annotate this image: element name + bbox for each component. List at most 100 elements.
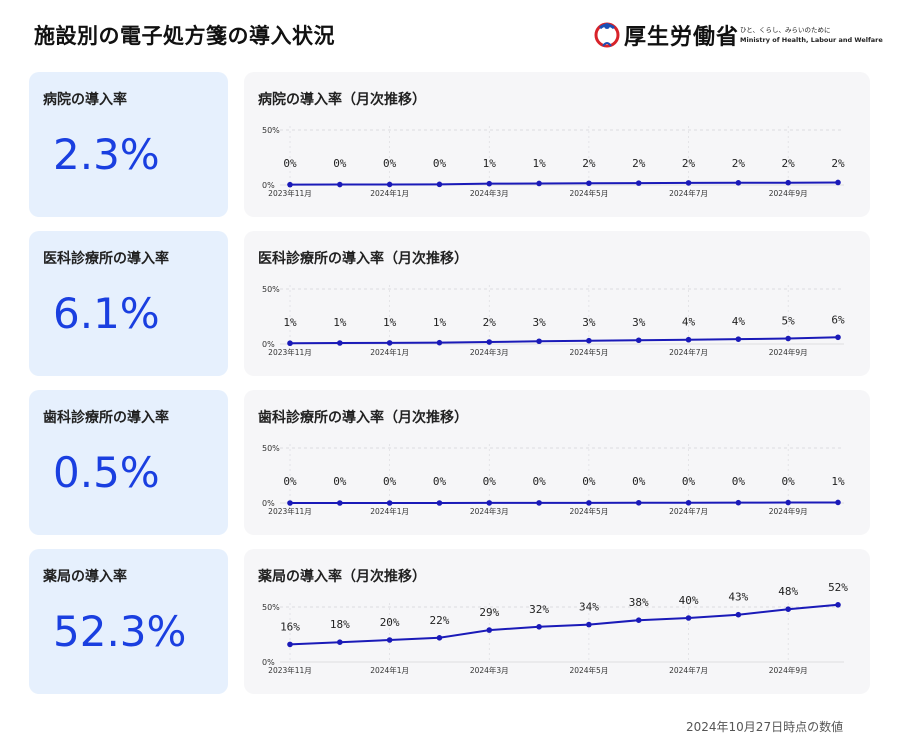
data-point [287,641,293,648]
x-tick-label: 2024年3月 [470,347,509,357]
data-label: 1% [283,316,297,329]
data-point [536,180,542,187]
data-label: 38% [629,596,649,609]
rate-label: 医科診療所の導入率 [43,251,169,267]
chart-title: 歯科診療所の導入率（月次推移） [258,410,468,426]
data-point [586,180,592,187]
rate-value: 0.5% [53,448,160,497]
data-label: 0% [333,157,347,170]
y-tick-label: 0% [262,340,275,349]
data-label: 0% [383,157,397,170]
data-point [586,621,592,628]
data-label: 2% [831,157,845,170]
data-label: 2% [682,157,696,170]
logo-name: 厚生労働省 [624,25,740,50]
rate-card-pharmacy: 薬局の導入率 52.3% [29,549,228,694]
data-label: 1% [433,316,447,329]
chart-title: 薬局の導入率（月次推移） [258,569,426,585]
chart-card-dental-clinic: 歯科診療所の導入率（月次推移） 0% 50% 2023年11月 2024年1月 2024… [244,390,870,535]
data-point [536,500,542,506]
x-tick-label: 2024年7月 [669,347,708,357]
data-point [835,499,841,506]
data-label: 0% [582,475,596,488]
data-label: 1% [831,475,845,488]
y-tick-label: 0% [262,499,275,508]
data-label: 2% [582,157,596,170]
chart-title: 病院の導入率（月次推移） [258,92,426,108]
data-point [386,500,393,506]
rate-value: 2.3% [53,130,160,179]
y-tick-label: 50% [262,285,280,294]
x-tick-label: 2023年11月 [268,188,312,198]
series-line [290,501,839,504]
data-point [486,500,493,506]
x-tick-label: 2024年1月 [370,665,409,675]
page-title: 施設別の電子処方箋の導入状況 [34,24,335,48]
x-tick-label: 2024年7月 [669,188,708,198]
data-point [436,635,443,641]
x-tick-label: 2024年9月 [769,347,808,357]
data-point [785,499,791,506]
data-point [685,180,692,186]
rate-label: 病院の導入率 [43,92,127,108]
data-point [835,602,841,608]
line-chart-dental-clinic: 0% 50% 2023年11月 2024年1月 2024年3月 2024年5月 2024年7… [262,444,845,516]
data-point [337,340,343,346]
data-label: 0% [682,475,696,488]
x-tick-label: 2023年11月 [268,347,312,357]
data-point [436,181,443,188]
data-label: 1% [532,157,546,170]
data-point [635,180,642,186]
data-point [436,339,443,346]
data-point [835,179,841,186]
chart-card-hospital: 病院の導入率（月次推移） 0% 50% 2023年11月 2024年1月 2024年3月… [244,72,870,217]
data-point [386,340,393,346]
data-label: 43% [728,591,748,604]
data-label: 2% [632,157,646,170]
x-tick-label: 2024年9月 [769,665,808,675]
data-point [337,500,343,506]
data-point [685,615,692,621]
data-label: 16% [280,620,300,633]
data-label: 1% [333,316,347,329]
mhlw-logo: 厚生労働省 ひと、くらし、みらいのために Ministry of Health,… [590,16,883,56]
data-point [785,179,791,186]
data-point [436,500,443,506]
data-point [536,338,542,345]
data-point [586,500,592,506]
data-label: 0% [632,475,646,488]
chart-title: 医科診療所の導入率（月次推移） [258,251,468,267]
x-tick-label: 2024年1月 [370,506,409,516]
data-label: 0% [483,475,497,488]
data-label: 0% [383,475,397,488]
data-label: 0% [283,157,297,170]
data-point [486,180,493,187]
data-label: 1% [483,157,497,170]
data-label: 4% [682,316,696,329]
data-point [536,624,542,630]
data-label: 5% [782,315,796,328]
data-point [586,337,592,344]
data-label: 0% [283,475,297,488]
data-label: 0% [333,475,347,488]
x-tick-label: 2024年7月 [669,665,708,675]
line-chart-hospital: 0% 50% 2023年11月 2024年1月 2024年3月 2024年5月 2024年7… [262,126,845,198]
data-label: 0% [433,157,447,170]
data-label: 48% [778,585,798,598]
data-label: 40% [679,594,699,607]
series-line [289,181,839,186]
y-tick-label: 0% [262,181,275,190]
as-of-footnote: 2024年10月27日時点の数値 [686,720,844,734]
data-point [735,180,742,186]
rate-card-hospital: 病院の導入率 2.3% [29,72,228,217]
data-label: 3% [632,316,646,329]
data-point [635,337,642,344]
y-tick-label: 50% [262,126,280,135]
data-label: 29% [479,606,499,619]
rate-label: 歯科診療所の導入率 [43,410,169,426]
data-point [685,336,692,343]
series-line [289,336,839,345]
data-point [635,617,642,623]
data-label: 32% [529,603,549,616]
data-point [337,181,343,188]
